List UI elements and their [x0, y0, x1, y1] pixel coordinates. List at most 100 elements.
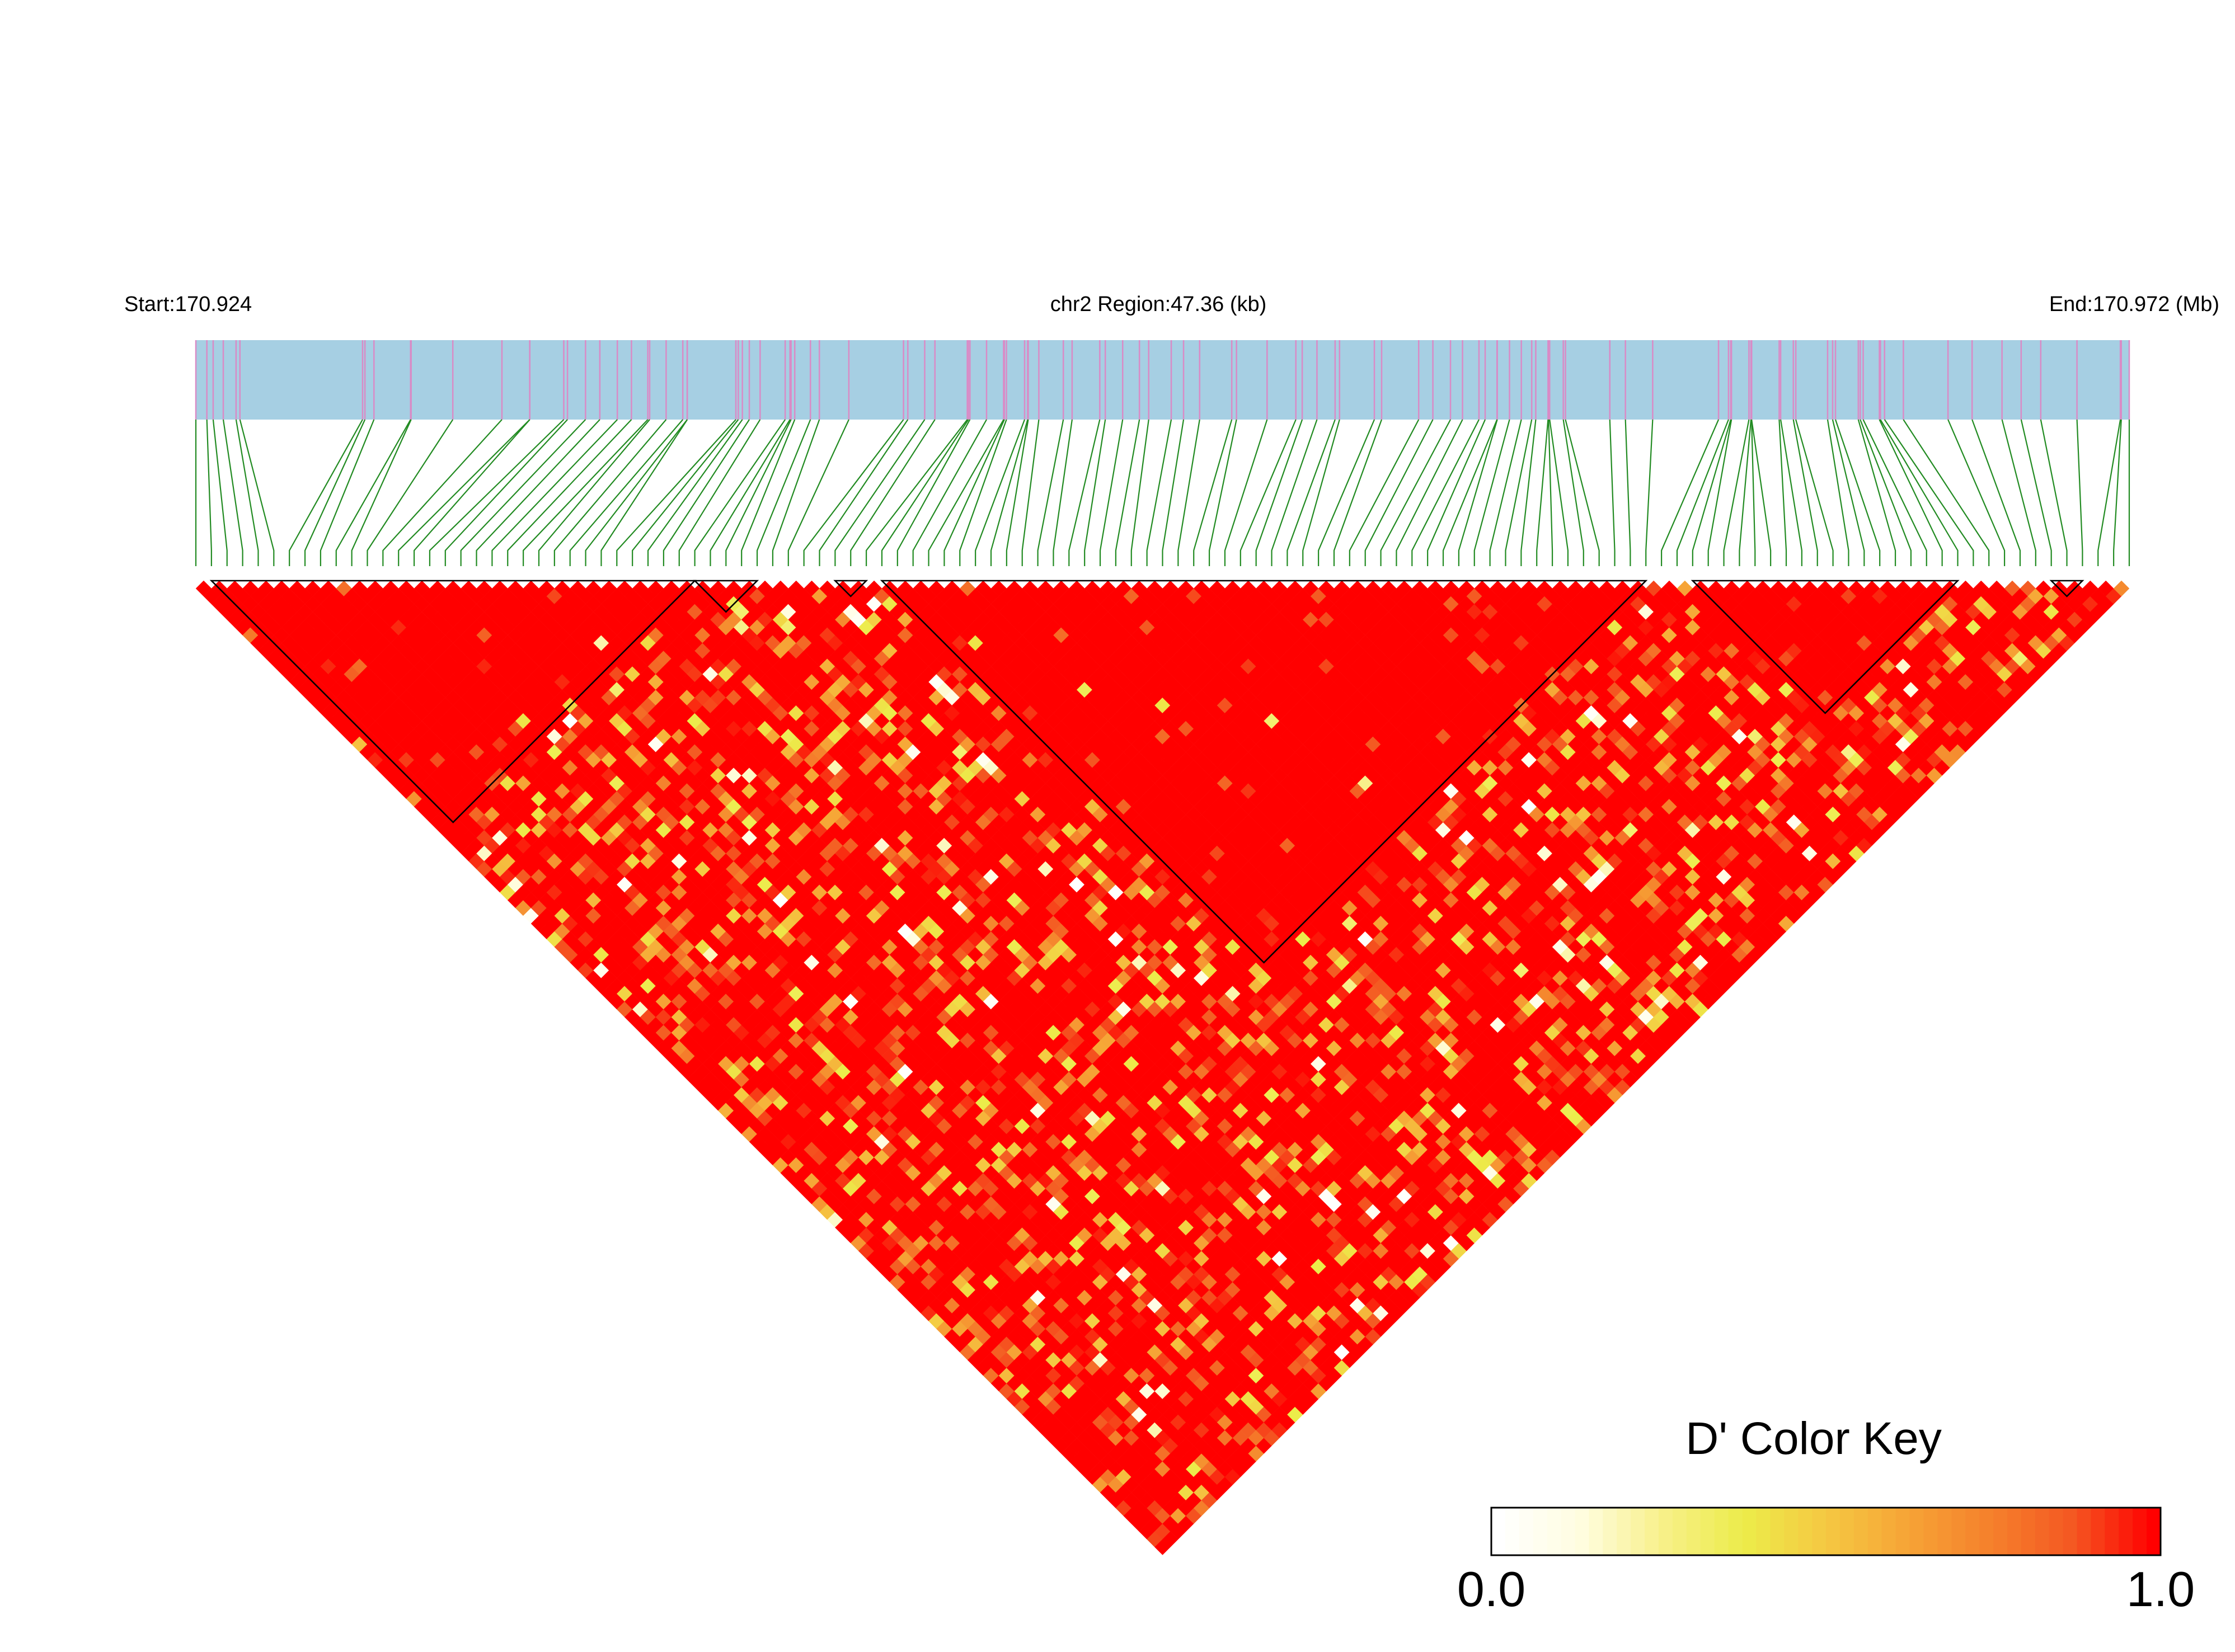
snp-connector-line	[1099, 419, 1124, 566]
snp-connector-line	[881, 419, 969, 566]
snp-connector-line	[585, 419, 688, 566]
snp-connector-line	[819, 419, 909, 566]
snp-connector-line	[1860, 419, 1912, 566]
snp-connector-line	[1880, 419, 1959, 566]
snp-connector-line	[367, 419, 454, 566]
snp-connector-line	[803, 419, 904, 566]
snp-connector-line	[1021, 419, 1040, 566]
snp-connector-line	[616, 419, 736, 566]
snp-connector-line	[928, 419, 1004, 566]
snp-connector-line	[1862, 419, 1927, 566]
snp-connector-line	[1947, 419, 2006, 566]
snp-connector-line	[694, 419, 786, 566]
snp-connector-line	[1380, 419, 1452, 566]
snp-connector-line	[1239, 419, 1297, 566]
snp-connector-line	[1177, 419, 1200, 566]
snp-connector-line	[1826, 419, 1849, 566]
snp-connector-line	[1333, 419, 1383, 566]
snp-connector-line	[351, 419, 412, 566]
snp-connector-line	[1795, 419, 1834, 566]
snp-connector-line	[1193, 419, 1233, 566]
snp-connector-line	[2020, 419, 2052, 566]
snp-connector-line	[382, 419, 503, 566]
snp-connector-line	[413, 419, 530, 566]
snp-connector-line	[1318, 419, 1375, 566]
snp-connector-line	[1473, 419, 1510, 566]
snp-connector-line	[429, 419, 565, 566]
snp-connector-line	[896, 419, 971, 566]
snp-connector-line	[600, 419, 688, 566]
snp-connector-line	[2040, 419, 2068, 566]
snp-connector-line	[710, 419, 791, 566]
snp-connector-line	[1489, 419, 1522, 566]
snp-connector-line	[444, 419, 568, 566]
snp-connector-line	[491, 419, 618, 566]
snp-connector-line	[1505, 419, 1533, 566]
snp-connector-line	[1903, 419, 1990, 566]
snp-connector-line	[553, 419, 667, 566]
region-end-label: End:170.972 (Mb)	[2049, 293, 2219, 316]
snp-connector-line	[1349, 419, 1420, 566]
snp-connector-line	[398, 419, 530, 566]
snp-connector-line	[523, 419, 649, 566]
region-bar-background	[196, 340, 2129, 420]
snp-connector-line	[1068, 419, 1101, 566]
chromosome-region-bar	[195, 340, 2130, 420]
snp-connector-line	[834, 419, 926, 566]
snp-connector-line	[2001, 419, 2036, 566]
snp-connector-line	[1536, 419, 1549, 566]
snp-connector-line	[1549, 419, 1569, 566]
snp-connector-line	[1208, 419, 1237, 566]
snp-connector-line	[1834, 419, 1881, 566]
snp-connector-line	[990, 419, 1029, 566]
snp-connector-line	[772, 419, 820, 566]
region-start-label: Start:170.924	[124, 293, 252, 316]
snp-connector-line	[1146, 419, 1172, 566]
region-length-label: chr2 Region:47.36 (kb)	[1050, 293, 1267, 316]
snp-connector-line	[1884, 419, 1974, 566]
snp-connector-line	[569, 419, 684, 566]
snp-connector-line	[1780, 419, 1802, 566]
ld-cells	[195, 580, 2130, 1555]
snp-connector-line	[538, 419, 650, 566]
snp-connector-line	[1520, 419, 1537, 566]
snp-connector-line	[1224, 419, 1268, 566]
snp-connector-line	[663, 419, 750, 566]
snp-connector-line	[787, 419, 849, 566]
snp-connector-line	[212, 419, 228, 566]
snp-connector-line	[912, 419, 987, 566]
snp-connector-line	[476, 419, 600, 566]
snp-connector-line	[239, 419, 275, 566]
snp-connector-line	[850, 419, 936, 566]
snp-connector-line	[1548, 419, 1553, 566]
snp-connector-line	[1006, 419, 1029, 566]
snp-connector-line	[1624, 419, 1631, 566]
snp-connector-line	[1271, 419, 1318, 566]
snp-connector-line	[304, 419, 366, 566]
snp-connector-line	[460, 419, 586, 566]
snp-connector-line	[1707, 419, 1732, 566]
snp-connector-line	[235, 419, 259, 566]
snp-connector-line	[1750, 419, 1756, 566]
snp-connector-line	[866, 419, 968, 566]
snp-connector-line	[632, 419, 739, 566]
snp-connector-line	[1130, 419, 1149, 566]
snp-connector-line	[1162, 419, 1185, 566]
snp-connector-line	[959, 419, 1007, 566]
snp-connector-line	[741, 419, 796, 566]
snp-connector-line	[222, 419, 243, 566]
snp-connector-line	[1676, 419, 1729, 566]
snp-connector-line	[1364, 419, 1434, 566]
snp-connector-line	[1832, 419, 1865, 566]
snp-connector-line	[335, 419, 411, 566]
snp-connector-line	[320, 419, 375, 566]
snp-connector-line	[1609, 419, 1616, 566]
snp-connector-line	[756, 419, 811, 566]
snp-connector-line	[1084, 419, 1106, 566]
snp-connector-line	[2076, 419, 2083, 566]
snp-connector-line	[1778, 419, 1787, 566]
snp-connector-line	[2097, 419, 2121, 566]
snp-connector-lines	[195, 419, 2130, 566]
snp-connector-line	[943, 419, 1005, 566]
snp-connector-line	[1427, 419, 1486, 566]
